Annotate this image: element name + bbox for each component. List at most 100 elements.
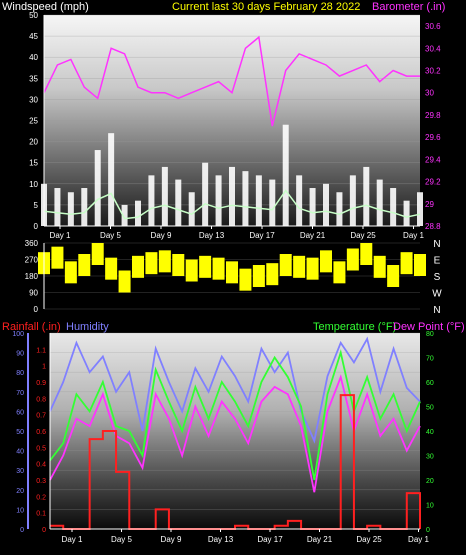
temperature-y-tick-label: 20 — [426, 478, 434, 485]
windspeed-bar — [255, 175, 262, 226]
temperature-y-tick-label: 80 — [426, 331, 434, 338]
windspeed-bar — [94, 150, 101, 226]
barometer-line — [43, 35, 420, 127]
winddir-point — [68, 270, 73, 275]
winddir-y-tick-label: 180 — [25, 272, 39, 281]
windspeed-bar — [81, 188, 88, 226]
wind-x-tick-label: Day 21 — [300, 231, 326, 240]
windspeed-bar — [269, 179, 276, 226]
winddir-point — [364, 252, 369, 256]
rainfall-y-tick-label: 0.9 — [36, 380, 46, 387]
winddir-point — [297, 264, 302, 269]
winddir-point — [82, 263, 87, 267]
windspeed-bar — [403, 200, 410, 226]
wind-x-tick-label: Day 25 — [350, 231, 376, 240]
rainfall-y-tick-label: 0.3 — [36, 478, 46, 485]
windspeed-bar — [323, 183, 329, 226]
winddir-point — [109, 266, 114, 271]
winddir-point — [283, 263, 288, 267]
barometer-y-tick-label: 30.2 — [425, 67, 441, 76]
rainfall-y-tick-label: 0.8 — [36, 396, 46, 403]
humidity-y-tick-label: 20 — [16, 488, 24, 495]
humidity-y-tick-label: 0 — [20, 527, 24, 534]
temperature-line — [49, 349, 421, 481]
humidity-line — [49, 336, 421, 444]
windspeed-bar — [175, 179, 182, 226]
winddir-point — [350, 257, 355, 262]
rainfall-y-tick-label: 0.2 — [36, 494, 46, 501]
windspeed-bar — [296, 175, 303, 226]
winddir-point — [324, 259, 328, 264]
winddir-y-tick-label: 90 — [29, 289, 38, 298]
winddir-point — [55, 255, 60, 260]
temperature-y-tick-label: 50 — [426, 405, 434, 412]
windspeed-bar — [363, 166, 370, 226]
rain-x-tick-label: Day 13 — [208, 535, 234, 544]
rainfall-y-tick-label: 0.1 — [36, 511, 46, 518]
wind-y-tick-label: 40 — [29, 53, 38, 62]
winddir-point — [310, 266, 315, 271]
dewpoint-axis-title: Dew Point (°F) — [393, 321, 465, 333]
humidity-axis-title: Humidity — [66, 321, 109, 333]
windspeed-bar — [349, 175, 356, 226]
wind-y-tick-label: 30 — [29, 95, 38, 104]
winddir-point — [189, 268, 194, 273]
chart-title: Current last 30 days February 28 2022 — [172, 1, 360, 13]
rain-x-tick-label: Day 25 — [356, 535, 382, 544]
windspeed-bar — [188, 192, 195, 226]
barometer-y-tick-label: 29.2 — [425, 178, 441, 187]
wind-y-tick-label: 35 — [29, 74, 38, 83]
wind-x-tick-label: Day 5 — [100, 231, 121, 240]
windspeed-bar — [417, 192, 423, 226]
compass-label: E — [434, 256, 441, 267]
temperature-axis-title: Temperature (°F) — [313, 321, 396, 333]
rainfall-y-tick-label: 1.1 — [36, 347, 46, 354]
windspeed-bar — [121, 204, 128, 226]
wind-x-tick-label: Day 1 — [403, 231, 424, 240]
winddir-point — [136, 264, 140, 269]
rainfall-y-tick-label: 0.7 — [36, 413, 46, 420]
windspeed-bar — [229, 166, 235, 226]
wind-y-tick-label: 20 — [29, 138, 38, 147]
rainfall-y-tick-label: 0.4 — [36, 462, 46, 469]
wind-y-tick-label: 5 — [34, 201, 39, 210]
windspeed-bar — [242, 171, 249, 226]
winddir-point — [203, 264, 208, 269]
humidity-y-tick-label: 100 — [12, 331, 24, 338]
compass-label: N — [433, 239, 440, 250]
wind-y-tick-label: 25 — [29, 117, 38, 126]
winddir-point — [391, 274, 396, 278]
barometer-y-tick-label: 30.4 — [425, 44, 441, 53]
barometer-axis-title: Barometer (.in) — [372, 1, 445, 13]
rain-x-tick-label: Day 5 — [111, 535, 132, 544]
winddir-point — [418, 263, 422, 267]
windspeed-bar — [54, 188, 61, 226]
winddir-y-tick-label: 270 — [25, 256, 39, 265]
humidity-y-tick-label: 50 — [16, 429, 24, 436]
winddir-point — [162, 259, 167, 264]
barometer-y-tick-label: 29.4 — [425, 155, 441, 164]
temperature-y-tick-label: 10 — [426, 503, 434, 510]
winddir-y-tick-label: 0 — [34, 305, 39, 314]
winddir-point — [404, 261, 409, 266]
wind-y-tick-label: 50 — [29, 11, 38, 20]
winddir-point — [216, 266, 221, 271]
barometer-y-tick-label: 29.6 — [425, 133, 441, 142]
winddir-point — [256, 274, 261, 278]
barometer-y-tick-label: 29.8 — [425, 111, 441, 120]
temperature-y-tick-label: 40 — [426, 429, 434, 436]
winddir-point — [243, 277, 248, 282]
wind-x-tick-label: Day 9 — [151, 231, 172, 240]
winddir-y-tick-label: 360 — [25, 239, 39, 248]
temperature-y-tick-label: 30 — [426, 454, 434, 461]
windspeed-bar — [376, 179, 383, 226]
rainfall-axis-title: Rainfall (.in) — [2, 321, 61, 333]
wind-y-tick-label: 45 — [29, 32, 38, 41]
wind-y-tick-label: 10 — [29, 180, 38, 189]
temperature-y-tick-label: 0 — [426, 527, 430, 534]
rainfall-line — [50, 394, 421, 530]
rainfall-y-tick-label: 0.6 — [36, 429, 46, 436]
barometer-y-tick-label: 29 — [425, 200, 434, 209]
barometer-y-tick-label: 30 — [425, 89, 434, 98]
